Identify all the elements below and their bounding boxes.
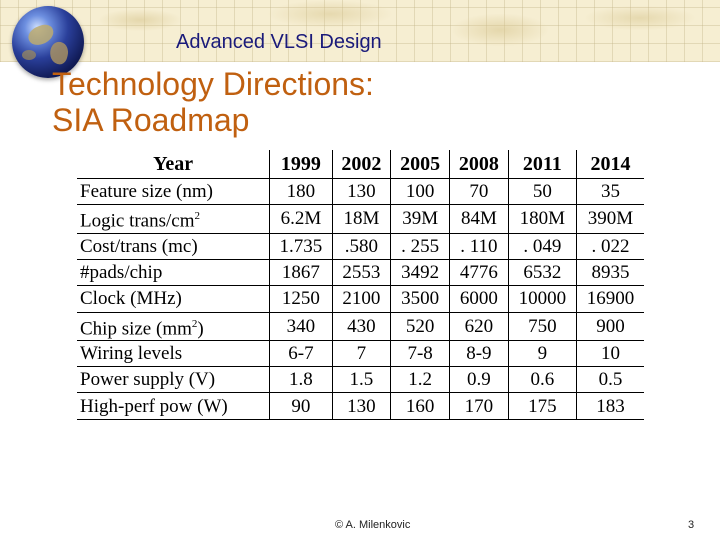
table-cell: 1.5 <box>331 366 391 393</box>
slide-title-line1: Technology Directions: <box>52 66 374 102</box>
row-label: Wiring levels <box>80 342 183 364</box>
row-label: #pads/chip <box>80 262 163 284</box>
header-band <box>0 0 720 62</box>
table-cell: .580 <box>331 233 391 260</box>
table-cell: 7 <box>331 340 391 367</box>
table-cell: 620 <box>449 312 509 341</box>
table-cell: 84M <box>449 204 509 234</box>
slide-title-line2: SIA Roadmap <box>52 102 250 138</box>
table-cell: 170 <box>449 392 509 420</box>
table-cell: 50 <box>507 178 577 205</box>
table-cell: . 110 <box>449 233 509 260</box>
table-cell: 750 <box>507 312 577 341</box>
table-cell: . 049 <box>507 233 577 260</box>
row-label: Feature size (nm) <box>80 181 213 203</box>
table-cell: 130 <box>331 178 391 205</box>
table-cell: 430 <box>331 312 391 341</box>
year-header: 2008 <box>449 150 509 179</box>
table-header-row: Year 1999 2002 2005 2008 2011 2014 <box>77 150 644 179</box>
row-label: Cost/trans (mc) <box>80 235 198 257</box>
table-cell: 160 <box>390 392 450 420</box>
table-row: Clock (MHz) 1250 2100 3500 6000 10000 16900 <box>77 285 644 313</box>
table-cell: . 255 <box>390 233 450 260</box>
table-cell: 340 <box>269 312 333 341</box>
course-title: Advanced VLSI Design <box>176 31 382 53</box>
slide-title: Technology Directions: SIA Roadmap <box>52 66 374 138</box>
table-cell: 4776 <box>449 259 509 286</box>
table-cell: 520 <box>390 312 450 341</box>
table-cell: 0.5 <box>575 366 644 393</box>
table-cell: 180 <box>269 178 333 205</box>
table-cell: 2553 <box>331 259 391 286</box>
row-label: Chip size (mm2) <box>80 317 204 339</box>
year-header: 2014 <box>575 150 644 179</box>
table-cell: 2100 <box>331 285 391 313</box>
year-header: 2002 <box>331 150 391 179</box>
year-header: 2011 <box>507 150 577 179</box>
row-label: Clock (MHz) <box>80 288 182 310</box>
table-cell: 39M <box>390 204 450 234</box>
table-cell: 900 <box>575 312 644 341</box>
table-cell: 6-7 <box>269 340 333 367</box>
table-cell: 0.6 <box>507 366 577 393</box>
table-cell: 1867 <box>269 259 333 286</box>
table-cell: 3500 <box>390 285 450 313</box>
table-row: Feature size (nm) 180 130 100 70 50 35 <box>77 178 644 205</box>
table-cell: 16900 <box>575 285 644 313</box>
table-cell: 90 <box>269 392 333 420</box>
table-cell: 1.735 <box>269 233 333 260</box>
table-cell: 3492 <box>390 259 450 286</box>
table-row: Wiring levels 6-7 7 7-8 8-9 9 10 <box>77 340 644 367</box>
row-label: Power supply (V) <box>80 369 216 391</box>
table-row: Cost/trans (mc) 1.735.580. 255. 110. 049.… <box>77 233 644 260</box>
table-cell: 100 <box>390 178 450 205</box>
table-row: Chip size (mm2) 340 430 520 620 750 900 <box>77 312 644 341</box>
table-row: Power supply (V) 1.8 1.5 1.2 0.9 0.6 0.5 <box>77 366 644 393</box>
footer-author: © A. Milenkovic <box>335 519 411 531</box>
table-cell: 390M <box>575 204 644 234</box>
roadmap-table: Year 1999 2002 2005 2008 2011 2014 Featu… <box>77 150 644 420</box>
table-row: Logic trans/cm2 6.2M 18M 39M 84M 180M 390M <box>77 204 644 234</box>
table-cell: 8935 <box>575 259 644 286</box>
corner-label: Year <box>77 150 270 179</box>
table-cell: 1.2 <box>390 366 450 393</box>
globe-logo-icon <box>12 6 84 78</box>
table-cell: 9 <box>507 340 577 367</box>
table-cell: 0.9 <box>449 366 509 393</box>
table-cell: 18M <box>331 204 391 234</box>
table-cell: 175 <box>507 392 577 420</box>
table-cell: 7-8 <box>390 340 450 367</box>
table-cell: 10 <box>575 340 644 367</box>
year-header: 1999 <box>269 150 333 179</box>
table-cell: 180M <box>507 204 577 234</box>
table-cell: 130 <box>331 392 391 420</box>
table-cell: 6000 <box>449 285 509 313</box>
table-cell: 70 <box>449 178 509 205</box>
table-cell: 1250 <box>269 285 333 313</box>
table-cell: 10000 <box>507 285 577 313</box>
year-header: 2005 <box>390 150 450 179</box>
table-cell: 6532 <box>507 259 577 286</box>
table-cell: 6.2M <box>269 204 333 234</box>
table-cell: . 022 <box>575 233 644 260</box>
table-cell: 1.8 <box>269 366 333 393</box>
table-cell: 183 <box>575 392 644 420</box>
table-row: High-perf pow (W) 90 130 160 170 175 183 <box>77 392 644 420</box>
row-label: High-perf pow (W) <box>80 395 228 417</box>
row-label: Logic trans/cm2 <box>80 210 200 232</box>
page-number: 3 <box>688 519 695 531</box>
table-row: #pads/chip 1867 2553 3492 4776 6532 8935 <box>77 259 644 286</box>
table-cell: 35 <box>575 178 644 205</box>
table-cell: 8-9 <box>449 340 509 367</box>
